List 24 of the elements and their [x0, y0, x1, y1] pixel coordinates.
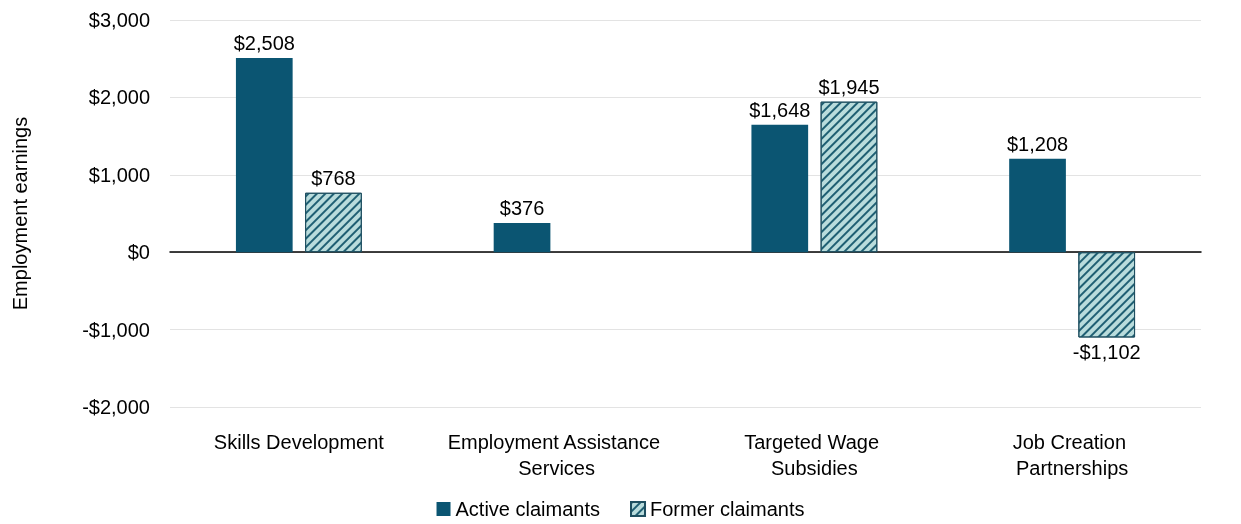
- y-axis-title: Employment earnings: [9, 116, 31, 311]
- data-label: $376: [499, 197, 545, 220]
- data-label: $1,945: [818, 75, 880, 98]
- x-tick-label: Job Creation Partnerships: [1012, 431, 1132, 479]
- data-label: $2,508: [233, 32, 295, 55]
- x-tick-label: Employment Assistance Services: [447, 431, 666, 479]
- data-label: $1,648: [749, 98, 811, 121]
- y-tick-label: $0: [127, 241, 150, 264]
- bar: [235, 58, 293, 253]
- y-tick-label: $2,000: [88, 86, 150, 109]
- bar: [493, 223, 551, 253]
- y-tick-label: -$1,000: [82, 318, 150, 341]
- data-label: $1,208: [1006, 132, 1069, 155]
- y-tick-label: -$2,000: [82, 396, 150, 418]
- y-tick-label: $1,000: [88, 163, 150, 186]
- legend-label: Active claimants: [455, 498, 601, 520]
- bar: [1009, 158, 1066, 253]
- y-tick-label: $3,000: [88, 9, 150, 31]
- bar: [751, 124, 809, 253]
- x-tick-label: Targeted Wage Subsidies: [744, 431, 885, 479]
- x-tick-label: Skills Development: [213, 431, 385, 453]
- legend-label: Former claimants: [650, 498, 805, 520]
- data-label: -$1,102: [1072, 341, 1141, 364]
- data-label: $768: [311, 166, 356, 189]
